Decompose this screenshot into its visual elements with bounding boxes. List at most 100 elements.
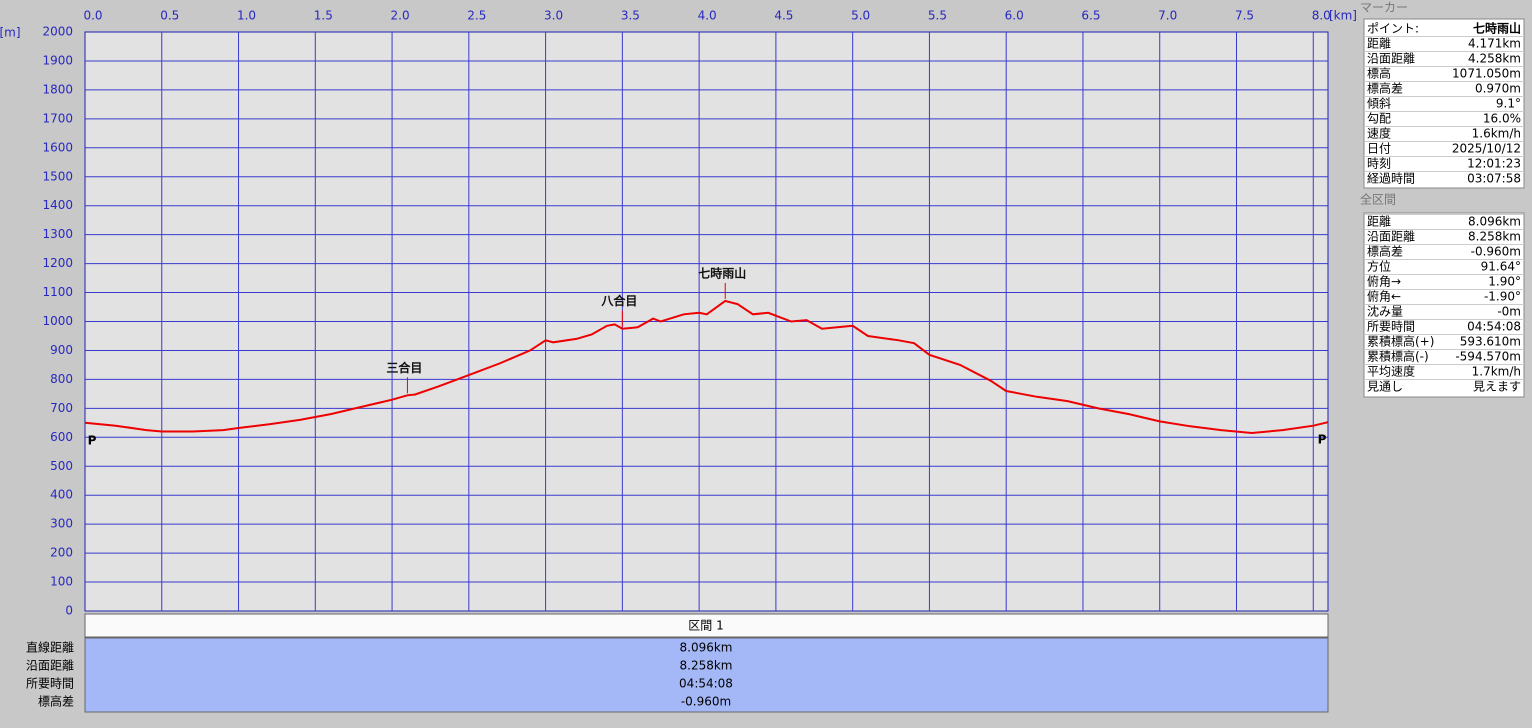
row-label: 俯角← — [1367, 289, 1401, 304]
y-tick-label: 1200 — [42, 256, 73, 270]
row-value: 1.6km/h — [1472, 127, 1521, 141]
row-label: 標高差 — [38, 694, 74, 709]
row-label: 日付 — [1367, 142, 1391, 156]
annotation-label: 三合目 — [386, 360, 422, 375]
row-value: 8.096km — [680, 641, 733, 655]
y-tick-label: 1500 — [42, 169, 73, 183]
row-value: 03:07:58 — [1467, 172, 1521, 186]
y-tick-label: 1600 — [42, 140, 73, 154]
row-value: 91.64° — [1481, 260, 1521, 274]
x-tick-label: 7.5 — [1235, 9, 1254, 23]
y-tick-label: 400 — [50, 488, 73, 502]
x-tick-label: 4.0 — [698, 9, 717, 23]
row-value: 4.171km — [1468, 37, 1521, 51]
row-label: 勾配 — [1367, 112, 1391, 126]
row-value: 04:54:08 — [679, 677, 733, 691]
x-tick-label: 0.5 — [160, 9, 179, 23]
row-label: 所要時間 — [26, 677, 74, 691]
row-value: 4.258km — [1468, 52, 1521, 66]
row-label: 標高差 — [1367, 81, 1403, 96]
row-value: 0.970m — [1475, 82, 1521, 96]
y-tick-label: 300 — [50, 517, 73, 531]
y-tick-label: 1100 — [42, 285, 73, 299]
y-tick-label: 800 — [50, 372, 73, 386]
y-tick-label: 700 — [50, 401, 73, 415]
row-value: -0.960m — [681, 695, 731, 709]
x-tick-label: 6.5 — [1081, 9, 1100, 23]
x-tick-label: 4.5 — [774, 9, 793, 23]
row-value: 16.0% — [1483, 112, 1521, 126]
row-value: 8.258km — [680, 659, 733, 673]
annotation-label: P — [1318, 433, 1327, 447]
row-value: 1.90° — [1488, 275, 1521, 289]
row-label: 所要時間 — [1367, 320, 1415, 334]
panel-box — [1363, 18, 1525, 189]
y-tick-label: 1700 — [42, 111, 73, 125]
row-label: 距離 — [1367, 215, 1391, 229]
point-label: ポイント: — [1367, 22, 1419, 36]
row-value: 593.610m — [1460, 335, 1521, 349]
x-tick-label: 2.5 — [467, 9, 486, 23]
row-label: 直線距離 — [26, 640, 74, 655]
y-tick-label: 0 — [65, 604, 73, 618]
x-tick-label: 5.5 — [928, 9, 947, 23]
table-header: 区間 1 — [688, 619, 723, 633]
row-value: 9.1° — [1496, 97, 1521, 111]
row-label: 傾斜 — [1367, 97, 1391, 111]
annotation-label: P — [88, 433, 97, 447]
row-label: 標高差 — [1367, 244, 1403, 259]
y-tick-label: 1300 — [42, 227, 73, 241]
row-value: -594.570m — [1455, 350, 1521, 364]
y-tick-label: 600 — [50, 430, 73, 444]
row-value: -0.960m — [1471, 245, 1521, 259]
row-label: 平均速度 — [1367, 364, 1415, 379]
x-unit: [km] — [1329, 9, 1357, 23]
row-label: 累積標高(+) — [1367, 334, 1434, 349]
row-value: 1.7km/h — [1472, 365, 1521, 379]
y-unit: [m] — [0, 26, 21, 40]
x-tick-label: 7.0 — [1158, 9, 1177, 23]
row-value: 見えます — [1473, 380, 1521, 394]
x-tick-label: 5.0 — [851, 9, 870, 23]
row-value: -0m — [1497, 305, 1521, 319]
row-label: 俯角→ — [1367, 274, 1401, 289]
x-tick-label: 1.0 — [237, 9, 256, 23]
x-tick-label: 0.0 — [83, 9, 102, 23]
row-value: 8.096km — [1468, 215, 1521, 229]
x-tick-label: 3.0 — [544, 9, 563, 23]
y-tick-label: 200 — [50, 546, 73, 560]
row-label: 沿面距離 — [26, 659, 74, 673]
y-tick-label: 900 — [50, 343, 73, 357]
row-value: -1.90° — [1484, 290, 1521, 304]
row-label: 見通し — [1367, 380, 1403, 394]
x-tick-label: 6.0 — [1005, 9, 1024, 23]
panel-title: 全区間 — [1360, 192, 1396, 207]
x-tick-label: 1.5 — [314, 9, 333, 23]
row-label: 速度 — [1367, 126, 1391, 141]
row-label: 距離 — [1367, 37, 1391, 51]
panel-title: マーカー — [1360, 1, 1408, 15]
row-label: 沿面距離 — [1367, 230, 1415, 244]
y-tick-label: 1400 — [42, 198, 73, 212]
row-label: 累積標高(-) — [1367, 349, 1429, 364]
row-label: 経過時間 — [1367, 172, 1415, 186]
row-label: 沿面距離 — [1367, 52, 1415, 66]
row-value: 12:01:23 — [1467, 157, 1521, 171]
row-label: 時刻 — [1367, 157, 1391, 171]
y-tick-label: 2000 — [42, 25, 73, 39]
point-name: 七時雨山 — [1473, 21, 1521, 36]
row-value: 1071.050m — [1452, 67, 1521, 81]
x-tick-label: 3.5 — [621, 9, 640, 23]
row-label: 方位 — [1367, 259, 1391, 274]
x-tick-label: 8.0 — [1312, 9, 1331, 23]
annotation-label: 八合目 — [600, 293, 637, 308]
row-value: 2025/10/12 — [1452, 142, 1521, 156]
y-tick-label: 1900 — [42, 53, 73, 67]
y-tick-label: 1000 — [42, 314, 73, 328]
annotation-label: 七時雨山 — [698, 265, 746, 280]
elevation-line — [84, 299, 1329, 435]
row-label: 沈み量 — [1367, 304, 1403, 319]
y-tick-label: 100 — [50, 575, 73, 589]
y-tick-label: 500 — [50, 459, 73, 473]
